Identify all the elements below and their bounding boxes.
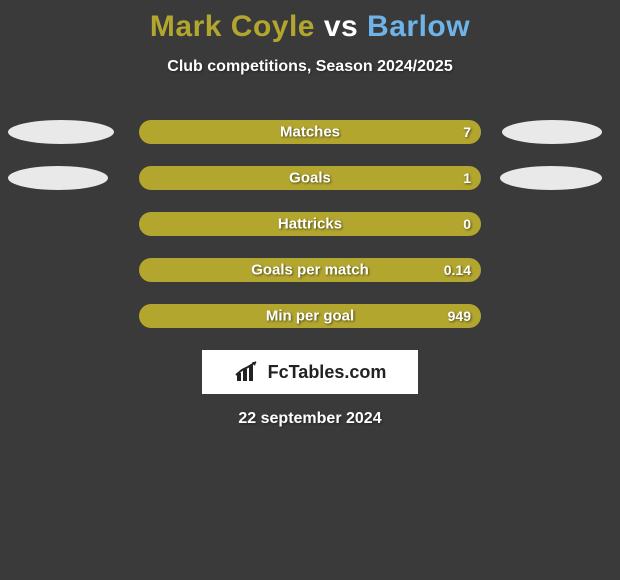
title-player1: Mark Coyle bbox=[150, 10, 315, 43]
bar-fill bbox=[139, 120, 481, 144]
logo-text: FcTables.com bbox=[268, 362, 387, 383]
bar-track: Goals1 bbox=[139, 166, 481, 190]
title-player2: Barlow bbox=[367, 10, 470, 43]
logo-bar-3 bbox=[249, 365, 253, 381]
stat-row: Hattricks0 bbox=[0, 212, 620, 236]
left-ellipse bbox=[8, 166, 108, 190]
bar-track: Matches7 bbox=[139, 120, 481, 144]
right-ellipse bbox=[502, 120, 602, 144]
left-ellipse bbox=[8, 120, 114, 144]
bar-fill bbox=[139, 258, 481, 282]
comparison-chart: Matches7 Goals1 Hattricks0 Goals per match0… bbox=[0, 120, 620, 328]
right-ellipse bbox=[500, 166, 602, 190]
subtitle: Club competitions, Season 2024/2025 bbox=[0, 58, 620, 76]
bar-track: Goals per match0.14 bbox=[139, 258, 481, 282]
comparison-canvas: Mark Coyle vs Barlow Club competitions, … bbox=[0, 0, 620, 580]
footer-date: 22 september 2024 bbox=[0, 410, 620, 428]
page-title: Mark Coyle vs Barlow bbox=[0, 0, 620, 44]
stat-row: Goals1 bbox=[0, 166, 620, 190]
bar-fill bbox=[139, 166, 481, 190]
bar-track: Min per goal949 bbox=[139, 304, 481, 328]
stat-row: Matches7 bbox=[0, 120, 620, 144]
stat-row: Min per goal949 bbox=[0, 304, 620, 328]
stat-row: Goals per match0.14 bbox=[0, 258, 620, 282]
title-vs: vs bbox=[324, 10, 358, 43]
bar-track: Hattricks0 bbox=[139, 212, 481, 236]
logo-bar-2 bbox=[243, 369, 247, 381]
bar-chart-icon bbox=[234, 361, 262, 383]
logo-box: FcTables.com bbox=[202, 350, 418, 394]
bar-fill bbox=[139, 212, 481, 236]
bar-fill bbox=[139, 304, 481, 328]
